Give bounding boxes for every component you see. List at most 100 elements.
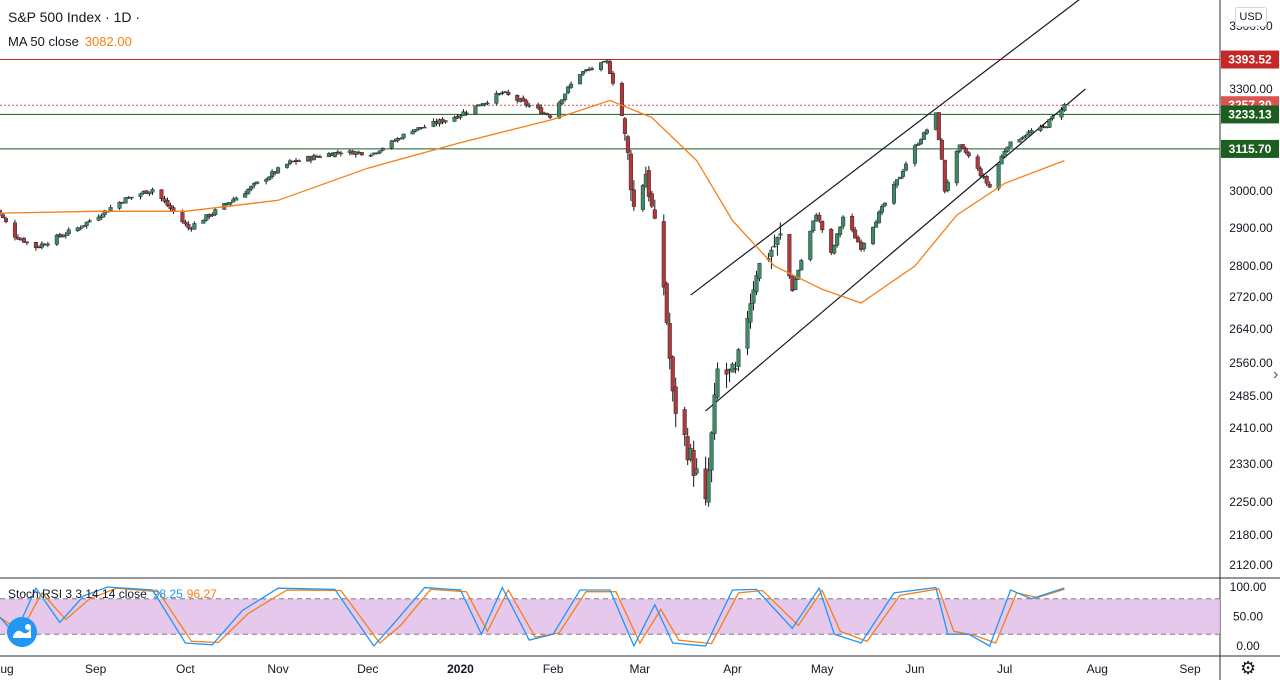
ma50-line[interactable]: [0, 99, 1065, 304]
stoch-rsi-k-line[interactable]: [0, 586, 1065, 648]
channel-upper-line[interactable]: [690, 0, 1086, 296]
time-tick-label: Jul: [997, 662, 1012, 676]
candle-down: [186, 223, 191, 229]
candle-down: [610, 72, 615, 84]
candle-down: [673, 386, 678, 414]
price-tick-label: 2485.00: [1229, 389, 1273, 403]
price-tick-label: 2720.00: [1229, 290, 1273, 304]
candle-up: [715, 368, 720, 398]
symbol-title[interactable]: S&P 500 Index · 1D ·: [8, 9, 140, 25]
candle-down: [850, 216, 855, 231]
candle-down: [548, 115, 553, 118]
candle-up: [443, 120, 448, 123]
currency-button[interactable]: USD: [1235, 7, 1267, 27]
candle-up: [78, 227, 83, 229]
candle-up: [1029, 130, 1034, 133]
candle-down: [631, 189, 636, 207]
candle-down: [506, 91, 511, 95]
candle-down: [3, 218, 8, 223]
stoch-rsi-k-value: 98.25: [152, 587, 183, 601]
candle-up: [1062, 104, 1067, 111]
price-tick-label: 2410.00: [1229, 421, 1273, 435]
candle-down: [1, 214, 5, 218]
candle-down: [984, 176, 989, 184]
time-tick-label: Sep: [85, 662, 107, 676]
channel-lower-line[interactable]: [705, 88, 1086, 412]
level-tag-3233.13: [1221, 105, 1279, 124]
candle-up: [1008, 141, 1013, 148]
candle-down: [733, 368, 738, 370]
candle-up: [924, 129, 929, 134]
candle-up: [494, 93, 499, 104]
candle-up: [912, 145, 917, 164]
candle-up: [1017, 139, 1022, 143]
candle-up: [871, 226, 876, 244]
candle-up: [276, 167, 281, 174]
candle-up: [81, 225, 86, 227]
candle-up: [117, 201, 122, 209]
candle-up: [267, 176, 272, 181]
candle-up: [452, 117, 457, 122]
price-tick-label: 2180.00: [1229, 528, 1273, 542]
candle-up: [945, 181, 950, 191]
candle-up: [192, 223, 197, 230]
candle-up: [748, 303, 753, 323]
candle-up: [862, 242, 867, 249]
candle-up: [63, 234, 68, 236]
stoch-rsi-d-line[interactable]: [0, 587, 1065, 645]
candle-down: [942, 159, 947, 192]
ma-legend-label: MA 50 close: [8, 34, 79, 49]
candle-up: [374, 152, 379, 154]
candle-up: [563, 93, 568, 100]
candle-up: [894, 179, 899, 186]
ma-legend[interactable]: MA 50 close 3082.00: [8, 34, 132, 49]
candle-down: [398, 137, 403, 140]
chevron-right-icon[interactable]: ›: [1273, 366, 1279, 383]
candle-up: [891, 184, 896, 204]
candle-up: [1026, 131, 1031, 136]
candle-up: [754, 275, 759, 293]
tradingview-logo-icon[interactable]: [7, 617, 37, 647]
candle-up: [285, 163, 290, 168]
candle-down: [0, 210, 3, 214]
stoch-rsi-tick-label: 50.00: [1233, 610, 1263, 624]
candle-down: [21, 238, 26, 243]
candle-down: [856, 237, 861, 243]
candle-down: [652, 209, 657, 219]
candle-up: [578, 74, 583, 85]
stoch-rsi-legend[interactable]: Stoch RSI 3 3 14 14 close 98.25 96.27: [8, 587, 217, 601]
gear-icon[interactable]: ⚙: [1240, 658, 1257, 678]
candle-down: [464, 112, 469, 115]
candle-up: [883, 202, 888, 206]
price-tick-label: 2800.00: [1229, 259, 1273, 273]
candle-up: [1023, 135, 1028, 137]
candle-up: [410, 130, 415, 135]
candle-up: [392, 140, 397, 142]
candle-up: [24, 241, 29, 244]
candle-down: [515, 95, 520, 101]
candle-up: [255, 181, 260, 184]
price-tick-label: 2330.00: [1229, 457, 1273, 471]
candle-up: [380, 148, 385, 151]
level-label-3115.70: 3115.70: [1229, 142, 1272, 156]
price-tick-label: 3300.00: [1229, 82, 1273, 96]
time-tick-label: Aug: [1087, 662, 1108, 676]
candle-up: [1005, 146, 1010, 152]
candle-up: [757, 263, 762, 279]
candle-down: [168, 204, 173, 209]
candle-down: [57, 234, 62, 237]
price-tick-label: 2120.00: [1229, 558, 1273, 572]
candle-up: [915, 143, 920, 146]
candle-up: [231, 199, 236, 203]
time-tick-label: Apr: [723, 662, 742, 676]
candle-up: [401, 133, 406, 139]
candle-down: [987, 183, 992, 188]
time-tick-label: 2020: [447, 662, 474, 676]
candle-up: [560, 99, 565, 104]
candle-down: [936, 112, 941, 141]
candle-up: [769, 249, 774, 257]
candle-up: [772, 245, 777, 248]
candle-up: [270, 171, 275, 177]
candle-down: [619, 83, 624, 116]
